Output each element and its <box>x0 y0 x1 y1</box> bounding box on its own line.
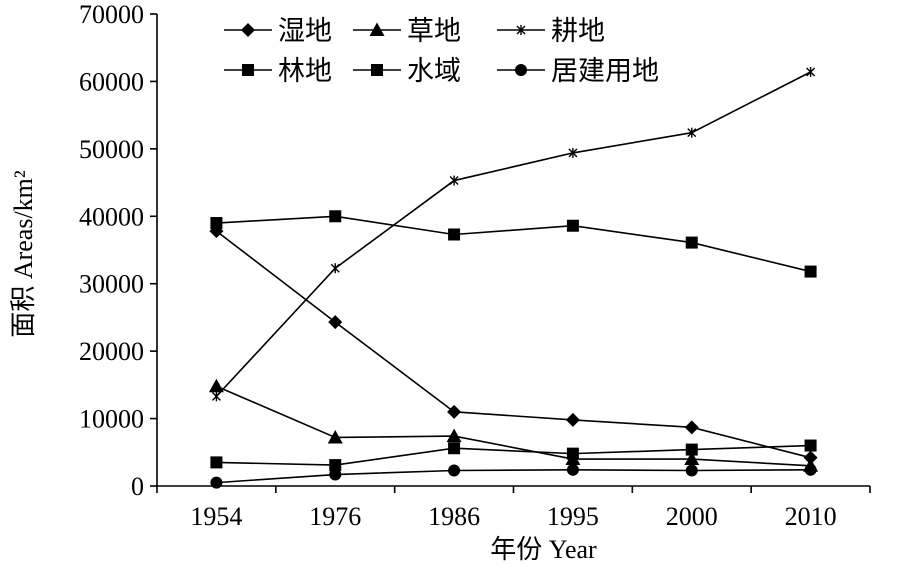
x-tick-label: 2000 <box>666 502 718 531</box>
legend-marker-triangle <box>369 22 385 36</box>
data-point-star <box>806 66 816 77</box>
data-point-diamond <box>684 420 699 435</box>
data-point-square <box>210 217 223 230</box>
legend-label: 草地 <box>407 16 461 47</box>
x-tick-label: 1986 <box>428 502 480 531</box>
series-2 <box>208 378 819 472</box>
legend-label: 湿地 <box>278 16 332 47</box>
y-tick-label: 60000 <box>79 67 144 96</box>
x-tick-label: 2010 <box>785 502 837 531</box>
data-point-circle <box>210 476 223 489</box>
data-point-diamond <box>328 315 343 330</box>
y-tick-label: 0 <box>131 472 144 501</box>
series-layer <box>208 66 819 489</box>
y-tick-label: 10000 <box>79 405 144 434</box>
series-line <box>216 215 811 273</box>
legend-marker-diamond <box>241 23 255 37</box>
data-point-circle <box>329 468 342 481</box>
data-point-square <box>448 228 461 241</box>
data-point-square <box>566 219 579 232</box>
series-5 <box>210 439 817 472</box>
y-tick-label: 40000 <box>79 202 144 231</box>
x-tick-label: 1954 <box>190 502 242 531</box>
legend-marker-square <box>242 64 254 76</box>
x-tick-label: 1976 <box>309 502 361 531</box>
legend-label: 林地 <box>278 56 332 87</box>
data-point-circle <box>685 464 698 477</box>
series-4 <box>210 210 817 278</box>
data-point-circle <box>804 463 817 476</box>
data-point-triangle <box>208 378 224 393</box>
data-point-square <box>210 456 223 469</box>
y-tick-label: 70000 <box>79 0 144 29</box>
series-3 <box>211 66 816 402</box>
x-axis-title: 年份 Year <box>490 535 597 564</box>
series-line <box>216 469 811 484</box>
data-point-diamond <box>803 450 818 465</box>
data-point-star <box>211 391 221 402</box>
data-point-square <box>329 459 342 472</box>
legend-item: 草地 <box>353 16 461 47</box>
series-line <box>215 230 811 459</box>
x-axis-ticks: 1954 1976 1986 1995 2000 2010 <box>156 486 871 531</box>
legend-label: 耕地 <box>551 16 605 47</box>
data-point-diamond <box>447 404 462 419</box>
data-point-square <box>804 439 817 452</box>
series-line <box>215 71 811 397</box>
legend-item: 水域 <box>353 56 461 87</box>
legend-item: 林地 <box>224 56 332 87</box>
data-point-star <box>568 147 578 158</box>
data-point-square <box>685 236 698 249</box>
legend-label: 水域 <box>407 56 461 87</box>
series-line <box>216 385 811 467</box>
series-1 <box>209 224 818 465</box>
legend-item: 耕地 <box>497 16 605 47</box>
data-point-square <box>329 210 342 223</box>
data-point-triangle <box>327 429 343 444</box>
data-point-star <box>330 263 340 274</box>
legend-item: 居建用地 <box>497 56 659 87</box>
y-tick-label: 20000 <box>79 337 144 366</box>
y-axis-ticks: 0 10000 20000 30000 40000 50000 60000 70000 <box>79 0 157 501</box>
data-point-diamond <box>565 412 580 427</box>
data-point-square <box>448 442 461 455</box>
data-point-circle <box>566 463 579 476</box>
data-point-triangle <box>684 451 700 466</box>
legend-marker-star <box>516 25 526 35</box>
y-tick-label: 30000 <box>79 270 144 299</box>
data-point-circle <box>448 464 461 477</box>
data-point-square <box>804 265 817 278</box>
y-tick-label: 50000 <box>79 135 144 164</box>
data-point-star <box>687 127 697 138</box>
series-6 <box>210 463 817 489</box>
data-point-triangle <box>446 428 462 443</box>
series-line <box>216 444 811 466</box>
x-tick-label: 1995 <box>547 502 599 531</box>
y-axis-title: 面积 Areas/km² <box>9 170 38 338</box>
data-point-square <box>685 443 698 456</box>
legend-marker-circle <box>515 64 527 76</box>
legend-marker-square <box>371 64 383 76</box>
legend-item: 湿地 <box>224 16 332 47</box>
data-point-star <box>449 175 459 186</box>
data-point-square <box>566 447 579 460</box>
legend-label: 居建用地 <box>551 56 659 87</box>
